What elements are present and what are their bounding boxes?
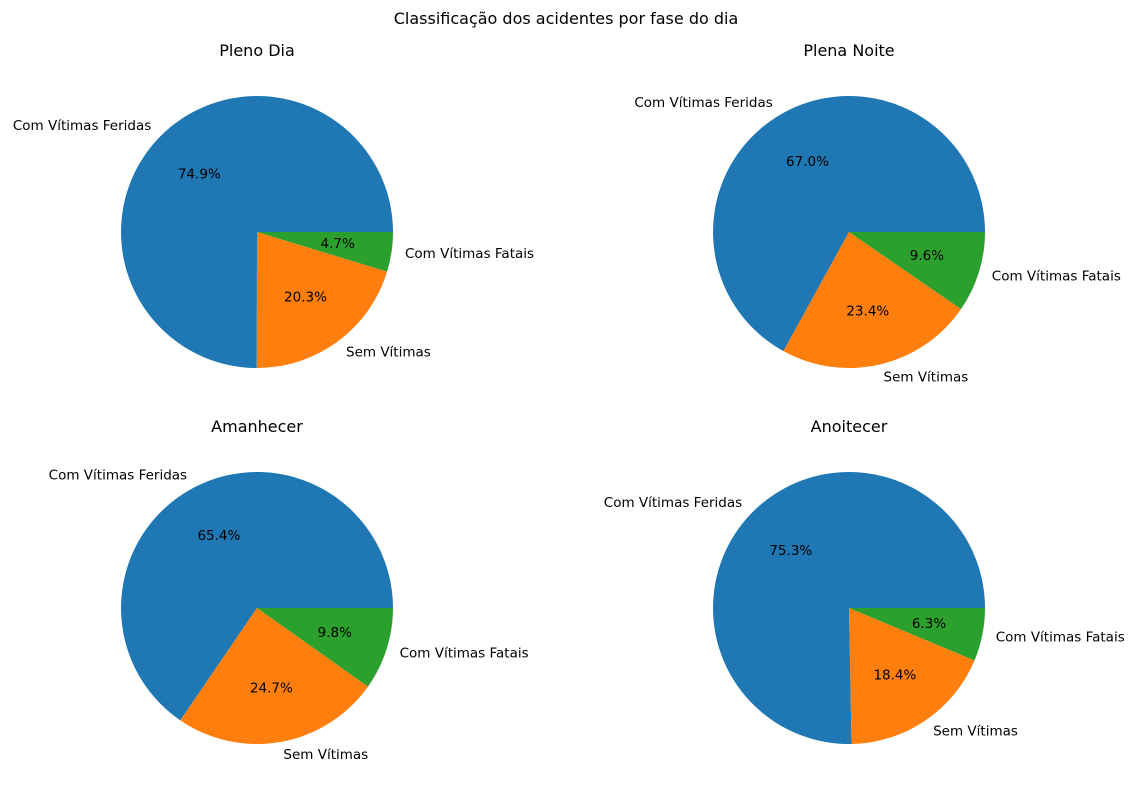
- pie-percent-label: 67.0%: [786, 154, 829, 170]
- pie-title: Anoitecer: [811, 417, 888, 436]
- pie-category-label: Com Vítimas Feridas: [49, 468, 187, 484]
- pie-percent-label: 74.9%: [178, 166, 221, 182]
- pie-chart-amanhecer: Amanhecer 65.4% Com Vítimas Feridas 24.7% Se…: [49, 417, 529, 763]
- pie-panels: Pleno Dia 74.9% Com Vítimas Feridas 20.3% Se…: [13, 41, 1125, 763]
- pie-slice-com-vitimas-fatais: [257, 608, 393, 687]
- pie-slice-sem-vitimas: [849, 608, 975, 744]
- pie-percent-label: 23.4%: [846, 303, 889, 319]
- pie-category-label: Sem Vítimas: [346, 344, 431, 360]
- pie-title: Amanhecer: [211, 417, 303, 436]
- pie-category-label: Com Vítimas Fatais: [405, 246, 534, 262]
- pie-slice-sem-vitimas: [783, 232, 961, 369]
- pie-slice-com-vitimas-fatais: [849, 232, 985, 310]
- pie-slice-sem-vitimas: [256, 232, 388, 369]
- pie-chart-anoitecer: Anoitecer 75.3% Com Vítimas Feridas 18.4% Se…: [604, 417, 1125, 745]
- pie-title: Pleno Dia: [219, 41, 295, 60]
- pie-percent-label: 20.3%: [284, 290, 327, 306]
- pie-slice-com-vitimas-feridas: [713, 96, 985, 352]
- pie-category-label: Com Vítimas Feridas: [634, 95, 772, 111]
- pie-category-label: Sem Vítimas: [283, 747, 368, 763]
- pie-chart-plena-noite: Plena Noite 67.0% Com Vítimas Feridas 23.4%…: [634, 41, 1120, 386]
- pie-category-label: Com Vítimas Fatais: [992, 268, 1121, 284]
- pie-slice-com-vitimas-feridas: [121, 96, 394, 368]
- pie-category-label: Com Vítimas Feridas: [604, 495, 742, 511]
- pie-slice-com-vitimas-feridas: [121, 472, 394, 721]
- pie-title: Plena Noite: [803, 41, 894, 60]
- pie-percent-label: 9.8%: [318, 625, 352, 641]
- pie-category-label: Com Vítimas Fatais: [400, 645, 529, 661]
- pie-percent-label: 65.4%: [197, 528, 240, 544]
- figure-title: Classificação dos acidentes por fase do …: [394, 9, 739, 28]
- pie-percent-label: 75.3%: [769, 543, 812, 559]
- pie-percent-label: 18.4%: [873, 668, 916, 684]
- pie-slice-com-vitimas-feridas: [713, 472, 985, 745]
- pie-percent-label: 4.7%: [321, 236, 355, 252]
- pie-category-label: Com Vítimas Fatais: [996, 629, 1125, 645]
- pie-category-label: Sem Vítimas: [884, 370, 969, 386]
- pie-chart-pleno-dia: Pleno Dia 74.9% Com Vítimas Feridas 20.3% Se…: [13, 41, 534, 369]
- pie-slice-com-vitimas-fatais: [849, 608, 985, 661]
- pie-percent-label: 9.6%: [910, 248, 944, 264]
- pie-category-label: Sem Vítimas: [933, 724, 1018, 740]
- pie-category-label: Com Vítimas Feridas: [13, 118, 151, 134]
- pie-slice-com-vitimas-fatais: [257, 232, 393, 272]
- pie-percent-label: 6.3%: [912, 616, 946, 632]
- pie-slice-sem-vitimas: [180, 608, 368, 745]
- pie-percent-label: 24.7%: [250, 680, 293, 696]
